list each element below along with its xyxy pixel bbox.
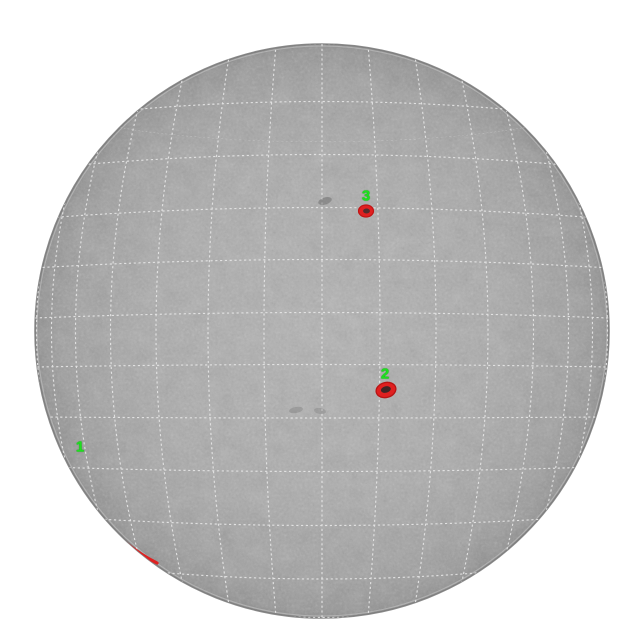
filament-contour-3[interactable] (357, 204, 375, 218)
filament-label-1: 1 (75, 438, 85, 456)
filament-label-2: 2 (380, 365, 390, 383)
filament-contour-2[interactable] (374, 380, 397, 399)
filament-label-3: 3 (361, 187, 371, 205)
